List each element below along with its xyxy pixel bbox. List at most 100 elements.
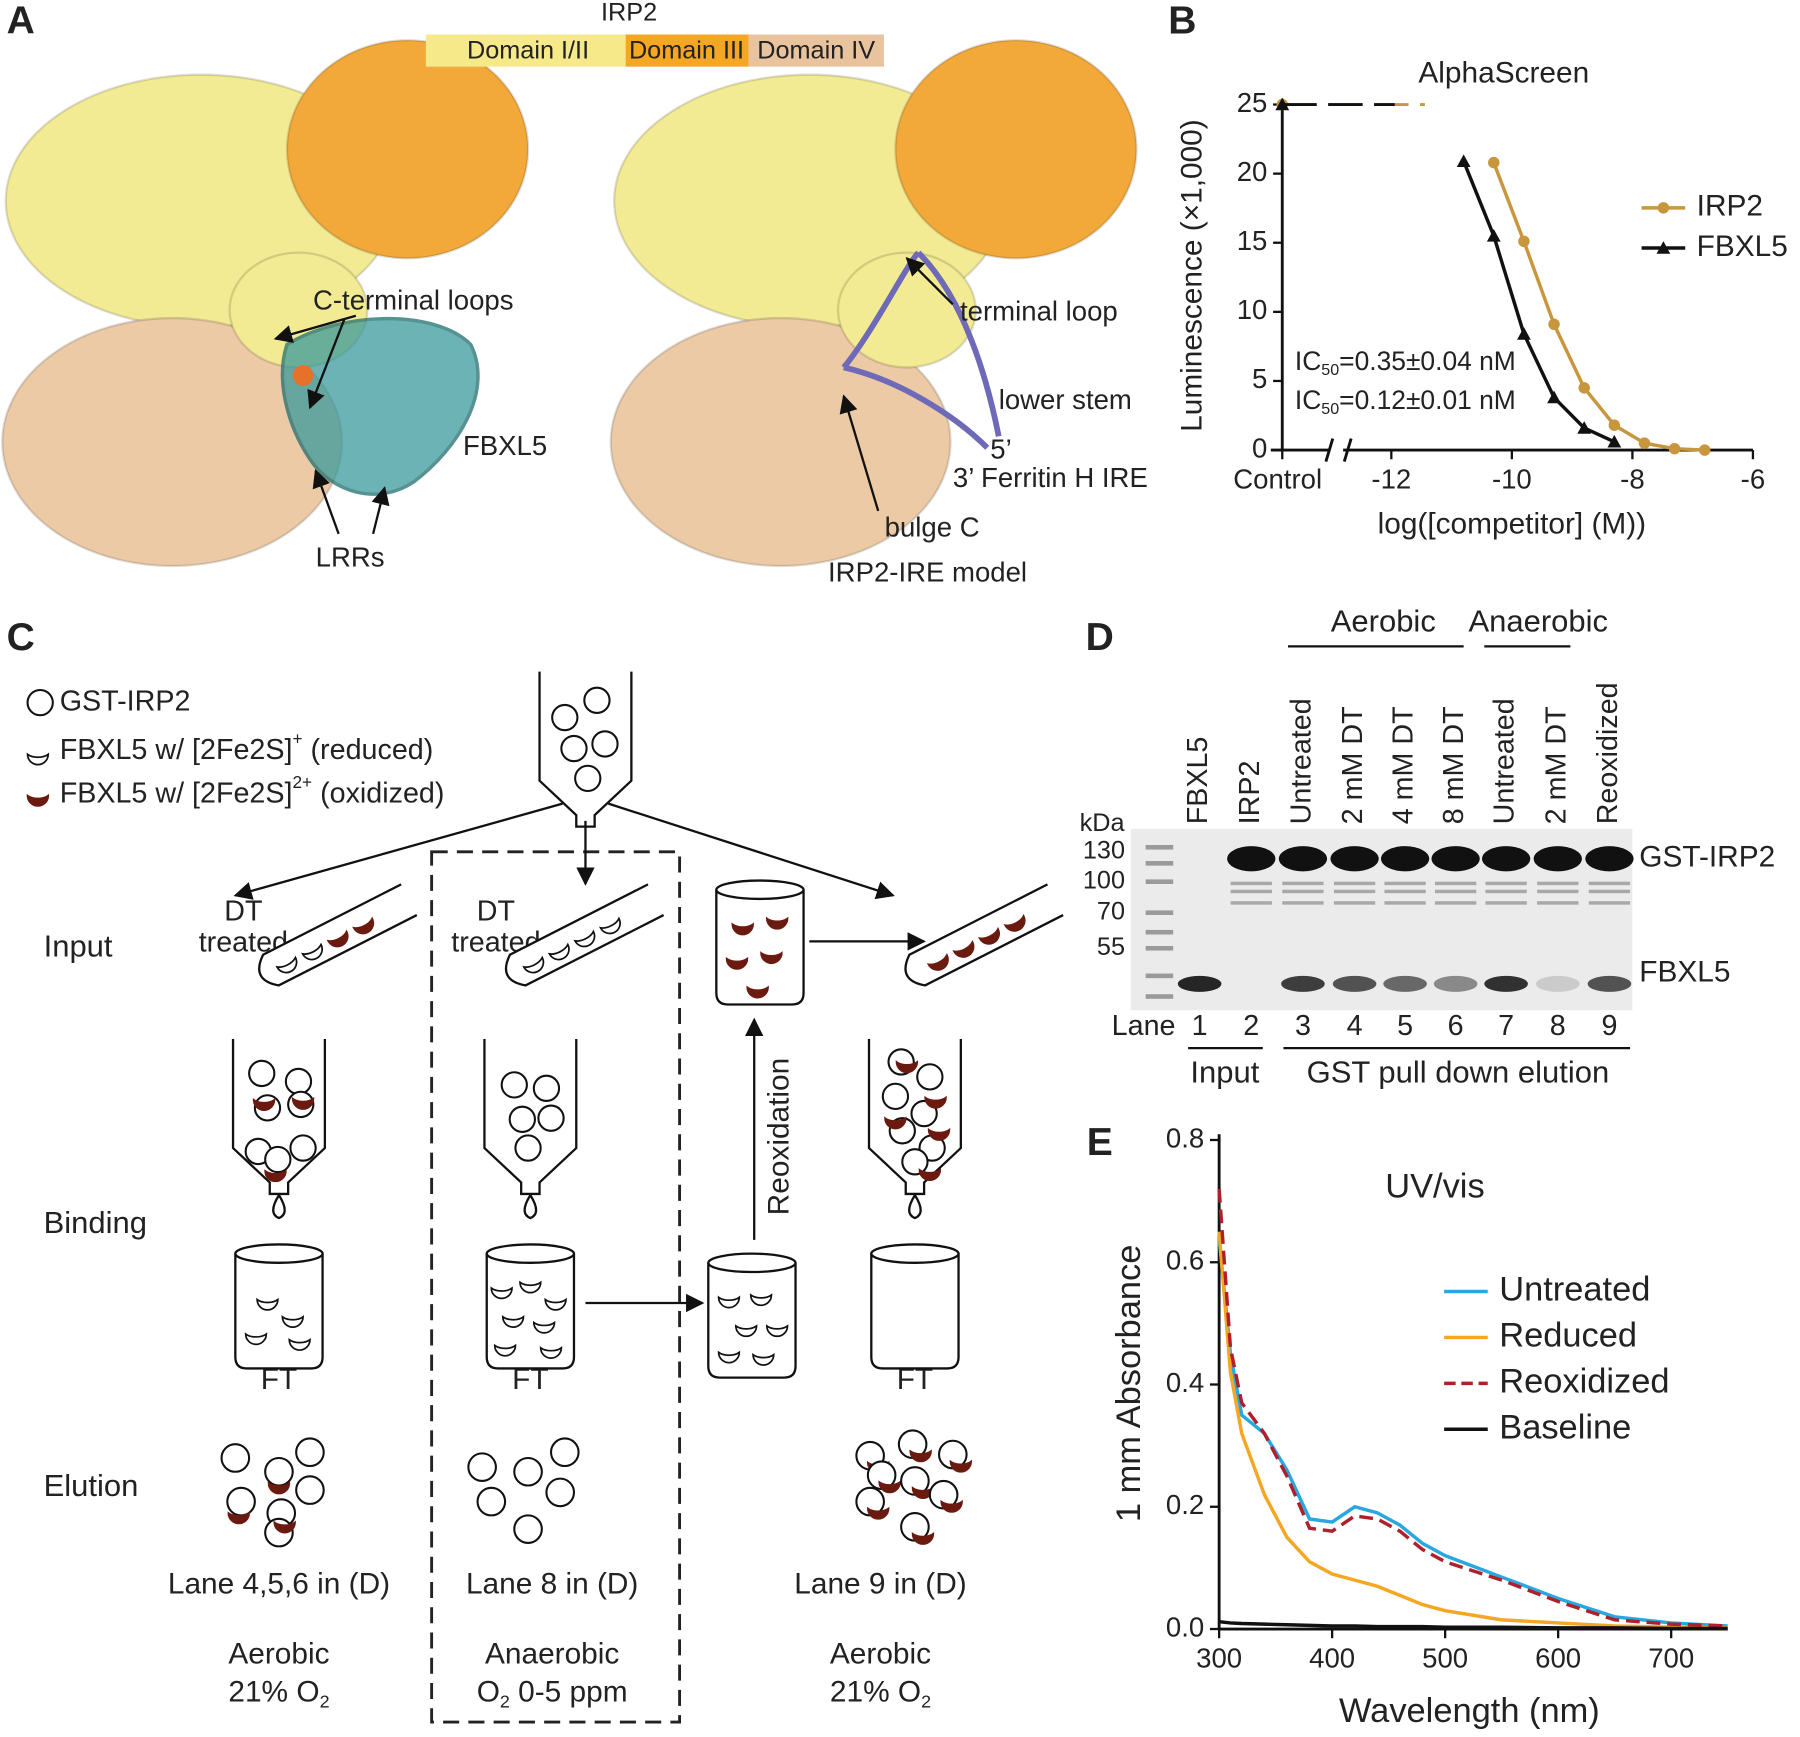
data-point bbox=[1656, 241, 1671, 254]
lane-label: 8 mM DT bbox=[1438, 706, 1470, 824]
legend-entry: FBXL5 w/ [2Fe2S]+ (reduced) bbox=[60, 728, 434, 766]
annotation: IC50=0.35±0.04 nM bbox=[1295, 346, 1516, 379]
gel-band bbox=[1585, 846, 1634, 872]
group-label: Anaerobic bbox=[1468, 604, 1608, 639]
ladder-band bbox=[1145, 844, 1174, 850]
gel-band bbox=[1434, 889, 1477, 894]
lane-number: 3 bbox=[1295, 1010, 1311, 1042]
fbxl5-cartoon bbox=[280, 317, 480, 496]
gst-irp2 bbox=[901, 1148, 929, 1176]
ladder-band bbox=[1145, 929, 1174, 935]
gel-band bbox=[1330, 846, 1379, 872]
arrow bbox=[371, 486, 390, 535]
y-tick-label: 0.6 bbox=[1166, 1245, 1204, 1276]
subscript: 2 bbox=[320, 1691, 330, 1711]
gst-irp2 bbox=[537, 1104, 565, 1132]
gel-band bbox=[1177, 975, 1222, 992]
data-point bbox=[1607, 434, 1622, 448]
gel-band bbox=[1431, 846, 1480, 872]
lane-label: Reoxidized bbox=[1592, 682, 1624, 824]
structure-label: LRRs bbox=[316, 541, 385, 572]
x-axis-label: Wavelength (nm) bbox=[1339, 1692, 1600, 1730]
gel-band bbox=[1433, 975, 1478, 992]
subscript: 50 bbox=[1321, 361, 1339, 379]
superscript: 2+ bbox=[292, 772, 312, 792]
axis-break bbox=[1342, 438, 1353, 462]
legend-entry: Reoxidized bbox=[1499, 1362, 1669, 1400]
band-label: GST-IRP2 bbox=[1639, 841, 1775, 874]
ladder-band bbox=[1145, 973, 1174, 979]
gel-band bbox=[1281, 975, 1325, 992]
legend-entry: Baseline bbox=[1499, 1408, 1631, 1446]
domain-surface bbox=[894, 39, 1138, 260]
x-tick-label: 600 bbox=[1535, 1642, 1581, 1673]
y-tick-label: 10 bbox=[1237, 294, 1268, 325]
gst-irp2 bbox=[545, 1477, 576, 1508]
y-tick-label: 20 bbox=[1237, 156, 1268, 187]
oxidized-fbxl5 bbox=[746, 985, 769, 999]
oxidized-fbxl5 bbox=[895, 1060, 919, 1074]
panel-label: C bbox=[7, 616, 35, 659]
ladder-band bbox=[1145, 994, 1174, 999]
gst-irp2 bbox=[916, 1063, 944, 1091]
beaker bbox=[715, 889, 805, 1006]
gel-band bbox=[1485, 889, 1527, 894]
gel-band bbox=[1537, 881, 1579, 886]
lane-label: IRP2 bbox=[1234, 761, 1266, 825]
structure-label: 3’ Ferritin H IRE bbox=[953, 462, 1148, 493]
label: DT bbox=[224, 895, 262, 927]
label: Reoxidation bbox=[762, 1058, 795, 1216]
arrow bbox=[233, 802, 563, 900]
oxidized-fbxl5 bbox=[1003, 913, 1026, 932]
legend-entry: Untreated bbox=[1499, 1271, 1650, 1309]
beaker-rim bbox=[715, 879, 805, 901]
oxidized-fbxl5 bbox=[909, 1449, 932, 1463]
reduced-fbxl5 bbox=[532, 1320, 556, 1334]
series-line bbox=[1217, 1188, 1728, 1628]
legend-entry: IRP2 bbox=[1697, 190, 1763, 223]
x-tick-label: Control bbox=[1233, 463, 1322, 494]
y-axis-label: Luminescence (×1,000) bbox=[1176, 119, 1209, 432]
series-line bbox=[1218, 1619, 1728, 1631]
lane-number: 2 bbox=[1243, 1010, 1259, 1042]
data-point bbox=[1577, 421, 1592, 434]
data-point bbox=[1668, 442, 1681, 455]
domain-label: Domain III bbox=[629, 36, 744, 64]
reduced-fbxl5 bbox=[26, 752, 50, 766]
data-point bbox=[1698, 444, 1711, 456]
label: Lane bbox=[1112, 1010, 1176, 1042]
lane-ref: Lane 9 in (D) bbox=[794, 1567, 966, 1600]
annotation: IC50=0.12±0.01 nM bbox=[1295, 385, 1516, 418]
reduced-fbxl5 bbox=[301, 942, 324, 961]
domain-bar bbox=[425, 34, 626, 67]
gel-band bbox=[1282, 889, 1324, 894]
series-line bbox=[1217, 1237, 1728, 1628]
y-tick-label: 15 bbox=[1237, 225, 1268, 256]
reduced-fbxl5 bbox=[539, 1346, 563, 1359]
gst-irp2 bbox=[467, 1452, 497, 1482]
data-point bbox=[1518, 235, 1530, 248]
x-tick-label: 400 bbox=[1309, 1642, 1355, 1673]
gst-irp2 bbox=[220, 1443, 251, 1473]
oxidized-fbxl5 bbox=[352, 916, 375, 935]
gst-irp2 bbox=[500, 1071, 528, 1099]
axis-break bbox=[1324, 438, 1335, 462]
text-part: GST-IRP2 bbox=[60, 685, 191, 717]
gel-band bbox=[1230, 889, 1272, 894]
gel-band bbox=[1533, 846, 1582, 872]
panel-label: B bbox=[1168, 0, 1196, 42]
reduced-fbxl5 bbox=[752, 1352, 775, 1366]
ladder-band bbox=[1145, 879, 1174, 884]
x-tick-label: -12 bbox=[1371, 463, 1411, 494]
reduced-fbxl5 bbox=[749, 1293, 773, 1307]
lane-ref: Lane 8 in (D) bbox=[466, 1567, 638, 1600]
chart-title: AlphaScreen bbox=[1418, 57, 1589, 90]
data-point bbox=[1488, 156, 1500, 169]
gel-band bbox=[1384, 889, 1426, 894]
text-part: IC bbox=[1295, 385, 1321, 415]
subscript: 50 bbox=[1321, 400, 1339, 418]
lane-number: 9 bbox=[1601, 1010, 1617, 1042]
gel-band bbox=[1485, 881, 1527, 886]
structure-label: FBXL5 bbox=[463, 430, 547, 461]
